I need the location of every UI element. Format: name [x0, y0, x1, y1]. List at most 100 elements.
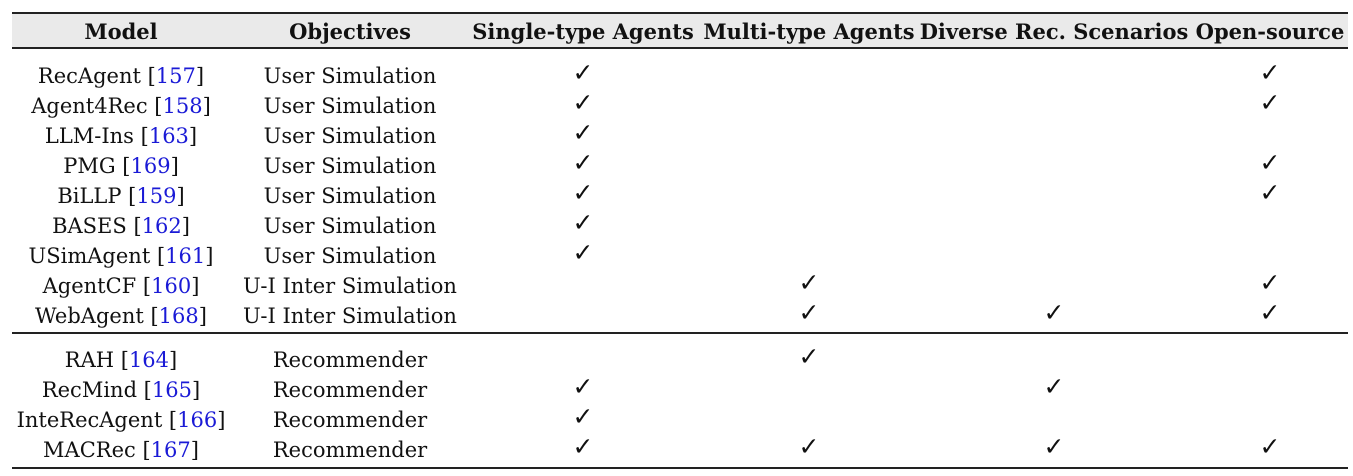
- ref-bracket-open: [: [162, 408, 178, 432]
- ref-bracket-open: [: [140, 64, 156, 88]
- model-name: Agent4Rec: [31, 94, 148, 118]
- objective-cell: Recommender: [272, 438, 428, 462]
- objective-cell: User Simulation: [263, 154, 437, 178]
- ref-bracket-open: [: [147, 94, 163, 118]
- ref-bracket-close: ]: [190, 438, 199, 462]
- citation-link[interactable]: 162: [141, 214, 182, 238]
- citation-link[interactable]: 157: [155, 64, 196, 88]
- header-model: Model: [84, 19, 158, 44]
- bottom-rule: [12, 467, 1348, 469]
- check-icon-open: ✓: [1259, 178, 1281, 207]
- citation-link[interactable]: 158: [162, 94, 203, 118]
- citation-link[interactable]: 159: [136, 184, 177, 208]
- ref-bracket-close: ]: [170, 154, 179, 178]
- check-icon-single: ✓: [572, 58, 594, 87]
- check-icon-multi: ✓: [798, 298, 820, 327]
- ref-bracket-close: ]: [195, 64, 205, 88]
- ref-bracket-open: [: [126, 214, 142, 238]
- header-open-source: Open-source: [1195, 19, 1345, 44]
- check-icon-multi: ✓: [798, 268, 820, 297]
- objective-cell: User Simulation: [263, 124, 437, 148]
- ref-bracket-open: [: [136, 274, 152, 298]
- citation-link[interactable]: 165: [151, 378, 192, 402]
- model-cell: USimAgent [161]: [29, 246, 214, 267]
- group-divider-rule: [12, 332, 1348, 334]
- model-name: WebAgent: [35, 304, 144, 328]
- model-name: USimAgent: [28, 244, 151, 268]
- ref-bracket-open: [: [114, 348, 129, 372]
- model-name: PMG: [63, 154, 116, 178]
- model-cell: LLM-Ins [163]: [45, 126, 197, 147]
- citation-link[interactable]: 167: [150, 438, 191, 462]
- model-name: LLM-Ins: [44, 124, 134, 148]
- ref-bracket-close: ]: [191, 274, 200, 298]
- header-objectives: Objectives: [289, 19, 411, 44]
- ref-bracket-open: [: [150, 244, 166, 268]
- check-icon-multi: ✓: [798, 342, 820, 371]
- ref-bracket-open: [: [143, 304, 159, 328]
- check-icon-single: ✓: [572, 118, 594, 147]
- citation-link[interactable]: 164: [128, 348, 170, 372]
- ref-bracket-open: [: [135, 438, 151, 462]
- model-name: BiLLP: [57, 184, 122, 208]
- model-name: AgentCF: [42, 274, 137, 298]
- header-diverse-rec-scenarios: Diverse Rec. Scenarios: [919, 19, 1189, 44]
- ref-bracket-close: ]: [191, 378, 201, 402]
- model-cell: RecMind [165]: [42, 380, 200, 401]
- ref-bracket-open: [: [137, 378, 152, 402]
- model-name: RecAgent: [37, 64, 141, 88]
- ref-bracket-open: [: [133, 124, 149, 148]
- ref-bracket-close: ]: [181, 214, 190, 238]
- ref-bracket-close: ]: [202, 94, 211, 118]
- check-icon-open: ✓: [1259, 58, 1281, 87]
- model-cell: BiLLP [159]: [57, 186, 184, 207]
- citation-link[interactable]: 161: [165, 244, 206, 268]
- ref-bracket-close: ]: [205, 244, 214, 268]
- header-multi-type-agents: Multi-type Agents: [703, 19, 915, 44]
- model-cell: Agent4Rec [158]: [31, 96, 211, 117]
- model-cell: InteRecAgent [166]: [17, 410, 226, 431]
- check-icon-diverse: ✓: [1043, 372, 1065, 401]
- check-icon-single: ✓: [572, 432, 594, 461]
- model-cell: MACRec [167]: [43, 440, 199, 461]
- objective-cell: User Simulation: [263, 94, 437, 118]
- model-cell: RecAgent [157]: [38, 66, 204, 87]
- check-icon-open: ✓: [1259, 148, 1281, 177]
- model-cell: AgentCF [160]: [43, 276, 200, 297]
- citation-link[interactable]: 169: [130, 154, 171, 178]
- check-icon-single: ✓: [572, 148, 594, 177]
- check-icon-open: ✓: [1259, 268, 1281, 297]
- check-icon-single: ✓: [572, 372, 594, 401]
- check-icon-single: ✓: [572, 238, 594, 267]
- header-row-background: [12, 14, 1348, 47]
- ref-bracket-close: ]: [217, 408, 226, 432]
- model-cell: RAH [164]: [65, 350, 177, 371]
- ref-bracket-close: ]: [188, 124, 198, 148]
- objective-cell: U-I Inter Simulation: [243, 274, 457, 298]
- check-icon-single: ✓: [572, 208, 594, 237]
- check-icon-diverse: ✓: [1043, 432, 1065, 461]
- model-name: InteRecAgent: [16, 408, 163, 432]
- citation-link[interactable]: 166: [177, 408, 218, 432]
- check-icon-multi: ✓: [798, 432, 820, 461]
- model-cell: WebAgent [168]: [35, 306, 207, 327]
- check-icon-diverse: ✓: [1043, 298, 1065, 327]
- model-cell: PMG [169]: [63, 156, 179, 177]
- citation-link[interactable]: 168: [158, 304, 199, 328]
- objective-cell: U-I Inter Simulation: [243, 304, 457, 328]
- check-icon-single: ✓: [572, 178, 594, 207]
- objective-cell: User Simulation: [263, 64, 437, 88]
- citation-link[interactable]: 163: [148, 124, 189, 148]
- ref-bracket-open: [: [115, 154, 131, 178]
- objective-cell: User Simulation: [263, 184, 437, 208]
- model-name: RAH: [64, 348, 115, 372]
- model-name: MACRec: [43, 438, 136, 462]
- model-name: BASES: [52, 214, 127, 238]
- check-icon-single: ✓: [572, 402, 594, 431]
- header-single-type-agents: Single-type Agents: [472, 19, 694, 44]
- objective-cell: User Simulation: [263, 214, 437, 238]
- objective-cell: User Simulation: [263, 244, 437, 268]
- header-rule: [12, 47, 1348, 49]
- top-rule: [12, 12, 1348, 14]
- citation-link[interactable]: 160: [151, 274, 192, 298]
